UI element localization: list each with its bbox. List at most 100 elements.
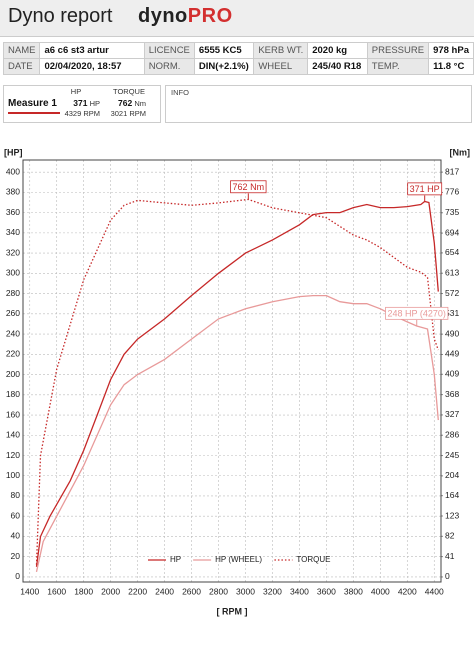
y2-tick-label: 776 — [445, 187, 459, 197]
y2-tick-label: 245 — [445, 450, 459, 460]
y-tick-label: 360 — [6, 207, 20, 217]
unit: HP — [89, 99, 100, 108]
cell-key: DATE — [2, 58, 41, 75]
torque-value: 762 Nm — [100, 98, 146, 108]
annotation: 762 Nm — [233, 182, 265, 192]
torque-rpm: 3021 RPM — [110, 109, 146, 118]
y-tick-label: 60 — [11, 510, 21, 520]
x-tick-label: 2800 — [209, 586, 228, 596]
y2-tick-label: 82 — [445, 531, 455, 541]
y2-axis-label: [Nm] — [450, 147, 471, 157]
y-tick-label: 220 — [6, 349, 20, 359]
x-tick-label: 4000 — [371, 586, 390, 596]
value: 371 — [73, 98, 88, 108]
x-tick-label: 2400 — [155, 586, 174, 596]
annotation-box — [230, 180, 267, 194]
y2-tick-label: 654 — [445, 247, 459, 257]
y2-tick-label: 817 — [445, 166, 459, 176]
cell-value: 2020 kg — [307, 42, 368, 59]
cell-key: TEMP. — [366, 58, 430, 75]
y2-tick-label: 41 — [445, 551, 455, 561]
y-tick-label: 80 — [11, 490, 21, 500]
y-tick-label: 160 — [6, 409, 20, 419]
cell-key: PRESSURE — [366, 42, 430, 59]
y-tick-label: 260 — [6, 308, 20, 318]
series-line — [35, 198, 439, 565]
y2-tick-label: 286 — [445, 429, 459, 439]
cell-value: a6 c6 st3 artur — [39, 42, 145, 59]
cell-key: NORM. — [143, 58, 195, 75]
y-tick-label: 100 — [6, 470, 20, 480]
y2-tick-label: 0 — [445, 571, 450, 581]
y2-tick-label: 204 — [445, 470, 459, 480]
y-tick-label: 320 — [6, 247, 20, 257]
info-label: INFO — [171, 88, 189, 97]
y2-tick-label: 368 — [445, 389, 459, 399]
y2-tick-label: 694 — [445, 227, 459, 237]
chart: [HP] [Nm][ RPM ]0204060801001201401601802… — [4, 147, 471, 616]
y-tick-label: 140 — [6, 430, 20, 440]
x-tick-label: 3000 — [236, 586, 255, 596]
annotation: 371 HP — [410, 184, 440, 194]
measure-box: Measure 1 HP TORQUE 371 HP 4329 RPM 762 … — [3, 85, 161, 123]
y2-tick-label: 572 — [445, 288, 459, 298]
y-tick-label: 200 — [6, 369, 20, 379]
cell-value: 245/40 R18 — [307, 58, 368, 75]
x-tick-label: 1600 — [47, 586, 66, 596]
annotation-box — [407, 182, 443, 196]
y-tick-label: 120 — [6, 450, 20, 460]
y2-tick-label: 735 — [445, 207, 459, 217]
x-tick-label: 2000 — [101, 586, 120, 596]
cell-key: KERB WT. — [253, 42, 309, 59]
y-tick-label: 0 — [15, 571, 20, 581]
y2-tick-label: 613 — [445, 267, 459, 277]
y-tick-label: 400 — [6, 166, 20, 176]
y2-tick-label: 409 — [445, 369, 459, 379]
y2-tick-label: 327 — [445, 409, 459, 419]
y2-tick-label: 531 — [445, 308, 459, 318]
legend-label: TORQUE — [296, 555, 330, 564]
cell-value: DIN(+2.1%) — [193, 58, 255, 75]
annotation-box — [385, 306, 449, 320]
logo-part: dyno — [138, 5, 188, 27]
legend-label: HP — [170, 555, 181, 564]
cell-value: 11.8 °C — [428, 58, 474, 75]
y-tick-label: 240 — [6, 328, 20, 338]
cell-key: NAME — [2, 42, 41, 59]
col-header: TORQUE — [113, 87, 145, 96]
legend-label: HP (WHEEL) — [215, 555, 262, 564]
measure-name: Measure 1 — [8, 98, 57, 109]
y2-tick-label: 164 — [445, 490, 459, 500]
x-tick-label: 4400 — [425, 586, 444, 596]
x-tick-label: 3200 — [263, 586, 282, 596]
y-tick-label: 280 — [6, 288, 20, 298]
hp-value: 371 HP — [48, 98, 100, 108]
plot-frame — [22, 159, 442, 583]
info-table: NAME a6 c6 st3 artur LICENCE 6555 KC5 KE… — [2, 42, 474, 75]
logo-part: PRO — [187, 5, 233, 27]
series-line — [35, 294, 439, 573]
x-tick-label: 1800 — [74, 586, 93, 596]
x-tick-label: 2600 — [182, 586, 201, 596]
x-axis-label: [ RPM ] — [217, 606, 248, 616]
title: Dyno report — [8, 5, 113, 27]
x-tick-label: 3400 — [290, 586, 309, 596]
hp-rpm: 4329 RPM — [64, 109, 100, 118]
cell-value: 6555 KC5 — [193, 42, 255, 59]
y-axis-label: [HP] — [4, 147, 23, 157]
x-tick-label: 2200 — [128, 586, 147, 596]
series-line — [35, 200, 439, 567]
unit: Nm — [134, 99, 146, 108]
y-tick-label: 20 — [11, 551, 21, 561]
col-header: HP — [70, 87, 82, 96]
x-tick-label: 3800 — [344, 586, 363, 596]
cell-value: 02/04/2020, 18:57 — [39, 58, 145, 75]
cell-key: LICENCE — [143, 42, 195, 59]
measure-line — [8, 112, 60, 114]
x-tick-label: 4200 — [398, 586, 417, 596]
value: 762 — [118, 98, 133, 108]
logo: dynoPRO — [138, 5, 233, 28]
header-bar: Dyno report dynoPRO — [0, 0, 474, 37]
info-box: INFO — [165, 85, 472, 123]
